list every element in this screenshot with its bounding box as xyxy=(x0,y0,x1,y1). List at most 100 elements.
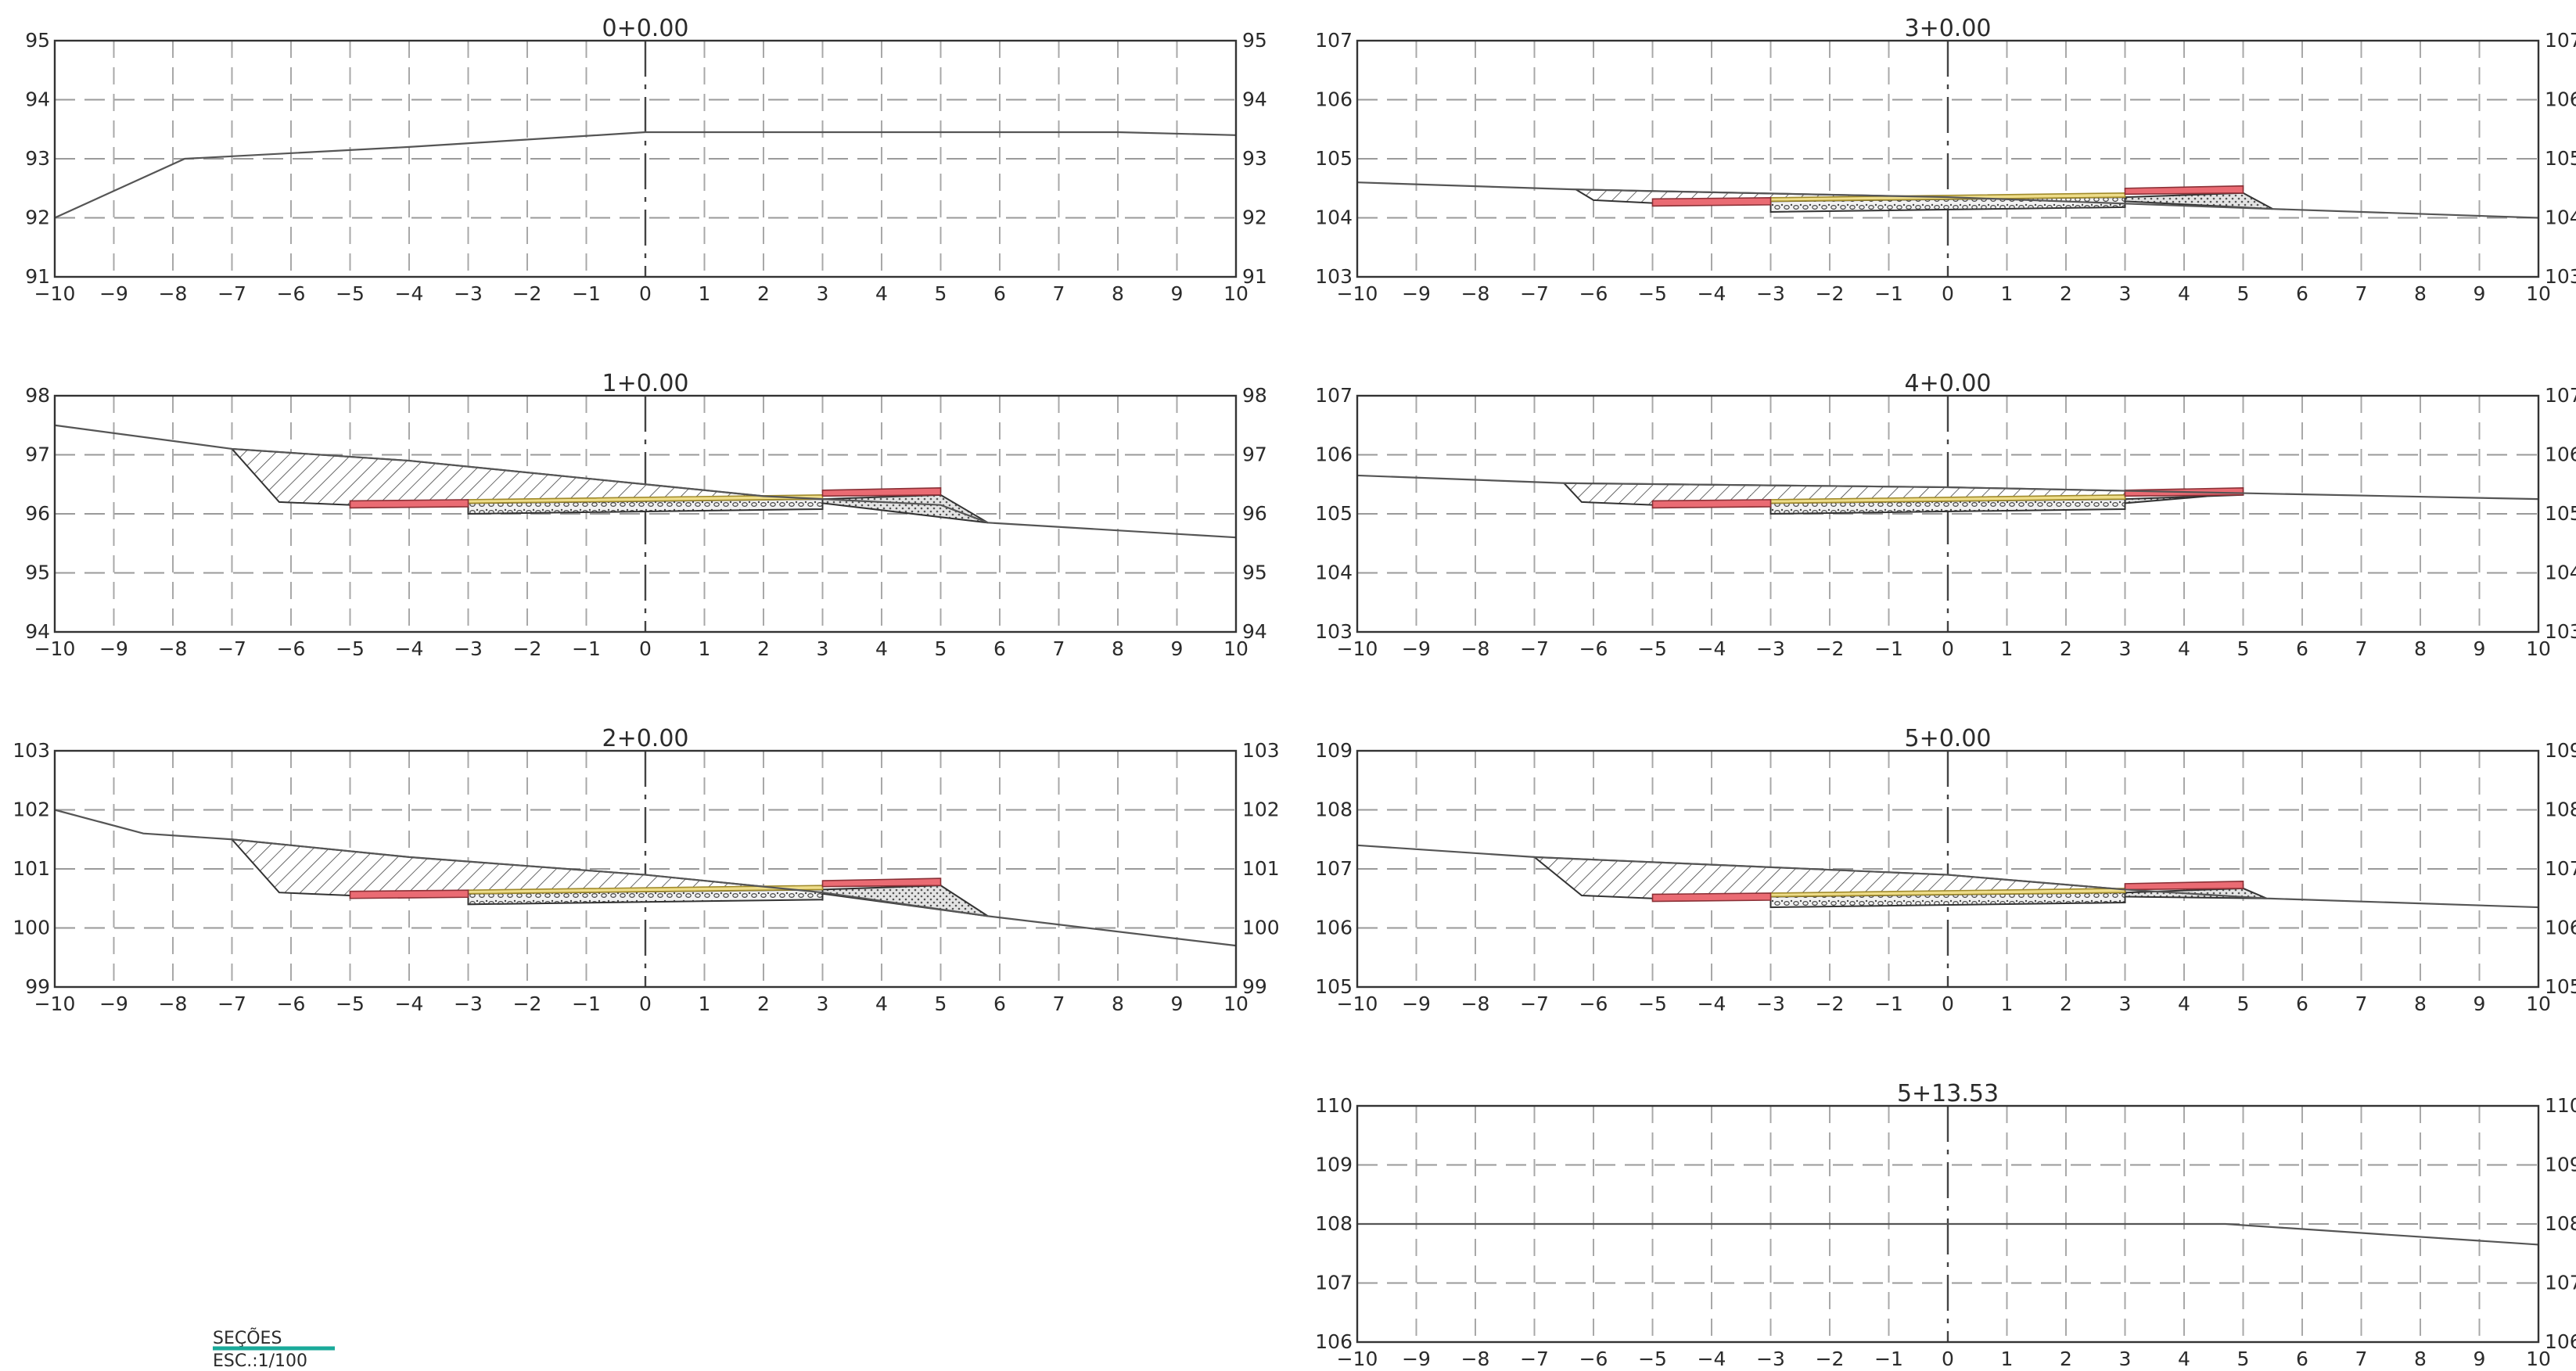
terrain-profile xyxy=(1357,1222,2539,1246)
y-tick-label-right: 103 xyxy=(1242,739,1280,762)
x-tick-label: −1 xyxy=(572,637,601,660)
x-tick-label: −6 xyxy=(277,992,306,1015)
y-tick-label-right: 104 xyxy=(2545,206,2576,229)
x-tick-label: −9 xyxy=(1402,282,1431,305)
x-tick-label: 8 xyxy=(2414,1348,2427,1370)
x-tick-label: −4 xyxy=(1698,282,1726,305)
x-tick-label: 7 xyxy=(2355,992,2368,1015)
y-tick-label-right: 106 xyxy=(2545,1330,2576,1353)
sidewalk-right xyxy=(2124,881,2244,891)
x-tick-label: 9 xyxy=(2474,1348,2486,1370)
y-tick-label-left: 98 xyxy=(25,384,50,407)
legend-title: SEÇÕES xyxy=(213,1327,282,1348)
x-tick-label: −2 xyxy=(1816,1348,1845,1370)
section-title: 0+0.00 xyxy=(602,15,688,42)
y-tick-label-right: 95 xyxy=(1242,562,1267,584)
terrain-profile xyxy=(54,809,1237,947)
x-tick-label: 10 xyxy=(1223,637,1248,660)
x-tick-label: −4 xyxy=(1698,1348,1726,1370)
x-tick-label: −10 xyxy=(1337,1348,1378,1370)
x-tick-label: 2 xyxy=(757,992,770,1015)
x-tick-label: 5 xyxy=(935,637,947,660)
x-tick-label: 7 xyxy=(1053,637,1065,660)
y-tick-label-left: 104 xyxy=(1315,206,1353,229)
y-tick-label-right: 108 xyxy=(2545,1212,2576,1235)
x-tick-label: −2 xyxy=(513,282,542,305)
x-tick-label: 4 xyxy=(875,282,888,305)
x-tick-label: 4 xyxy=(2178,992,2190,1015)
x-tick-label: 5 xyxy=(935,992,947,1015)
y-tick-label-left: 106 xyxy=(1315,443,1353,466)
y-tick-label-right: 103 xyxy=(2545,265,2576,288)
sidewalk-left xyxy=(1651,499,1772,509)
x-tick-label: −2 xyxy=(513,992,542,1015)
x-tick-label: −9 xyxy=(99,637,128,660)
x-tick-label: 9 xyxy=(1171,282,1184,305)
x-tick-label: −1 xyxy=(572,282,601,305)
x-tick-label: 9 xyxy=(2474,282,2486,305)
x-tick-label: 3 xyxy=(2119,637,2132,660)
y-tick-label-left: 97 xyxy=(25,443,50,466)
x-tick-label: 1 xyxy=(2001,282,2014,305)
x-tick-label: −2 xyxy=(513,637,542,660)
x-tick-label: −2 xyxy=(1816,637,1845,660)
x-tick-label: −7 xyxy=(1520,637,1549,660)
x-tick-label: 5 xyxy=(2237,282,2250,305)
x-tick-label: −4 xyxy=(395,637,424,660)
x-tick-label: −4 xyxy=(395,992,424,1015)
y-tick-label-right: 106 xyxy=(2545,917,2576,939)
x-tick-label: −3 xyxy=(1756,637,1785,660)
section-title: 3+0.00 xyxy=(1904,15,1991,42)
y-tick-label-right: 108 xyxy=(2545,799,2576,821)
x-tick-label: −10 xyxy=(1337,282,1378,305)
x-tick-label: 4 xyxy=(2178,1348,2190,1370)
x-tick-label: 0 xyxy=(639,637,652,660)
x-tick-label: 1 xyxy=(699,992,711,1015)
x-tick-label: 8 xyxy=(1112,992,1124,1015)
x-tick-label: 2 xyxy=(2060,992,2072,1015)
x-tick-label: 5 xyxy=(2237,992,2250,1015)
x-tick-label: −5 xyxy=(1638,282,1667,305)
x-tick-label: −6 xyxy=(1579,637,1608,660)
x-tick-label: 9 xyxy=(1171,992,1184,1015)
x-tick-label: −6 xyxy=(277,637,306,660)
x-tick-label: 9 xyxy=(1171,637,1184,660)
x-tick-label: 4 xyxy=(875,637,888,660)
x-tick-label: 7 xyxy=(1053,992,1065,1015)
y-tick-label-right: 97 xyxy=(1242,443,1267,466)
x-tick-label: 3 xyxy=(817,992,829,1015)
y-tick-label-right: 106 xyxy=(2545,88,2576,111)
x-tick-label: −6 xyxy=(1579,1348,1608,1370)
section-title: 4+0.00 xyxy=(1904,370,1991,397)
x-tick-label: 0 xyxy=(1942,992,1954,1015)
y-tick-label-right: 98 xyxy=(1242,384,1267,407)
x-tick-label: 6 xyxy=(2296,992,2308,1015)
y-tick-label-left: 105 xyxy=(1315,502,1353,525)
sidewalk-left xyxy=(349,889,469,899)
y-tick-label-left: 91 xyxy=(25,265,50,288)
x-tick-label: 4 xyxy=(2178,637,2190,660)
x-tick-label: 3 xyxy=(2119,282,2132,305)
x-tick-label: −9 xyxy=(99,282,128,305)
x-tick-label: 4 xyxy=(875,992,888,1015)
x-tick-label: 1 xyxy=(2001,992,2014,1015)
y-tick-label-left: 94 xyxy=(25,620,50,643)
x-tick-label: 10 xyxy=(2526,992,2551,1015)
fill-area xyxy=(821,885,989,917)
y-tick-label-left: 104 xyxy=(1315,562,1353,584)
x-tick-label: −9 xyxy=(1402,637,1431,660)
y-tick-label-right: 95 xyxy=(1242,29,1267,52)
y-tick-label-right: 101 xyxy=(1242,857,1280,880)
x-tick-label: 0 xyxy=(639,992,652,1015)
y-tick-label-left: 110 xyxy=(1315,1094,1353,1117)
x-tick-label: −10 xyxy=(34,992,76,1015)
section-frame xyxy=(53,749,1238,989)
terrain-profile xyxy=(54,424,1237,539)
y-tick-label-left: 103 xyxy=(1315,265,1353,288)
x-tick-label: −1 xyxy=(572,992,601,1015)
x-tick-label: −9 xyxy=(1402,1348,1431,1370)
x-tick-label: −10 xyxy=(1337,637,1378,660)
